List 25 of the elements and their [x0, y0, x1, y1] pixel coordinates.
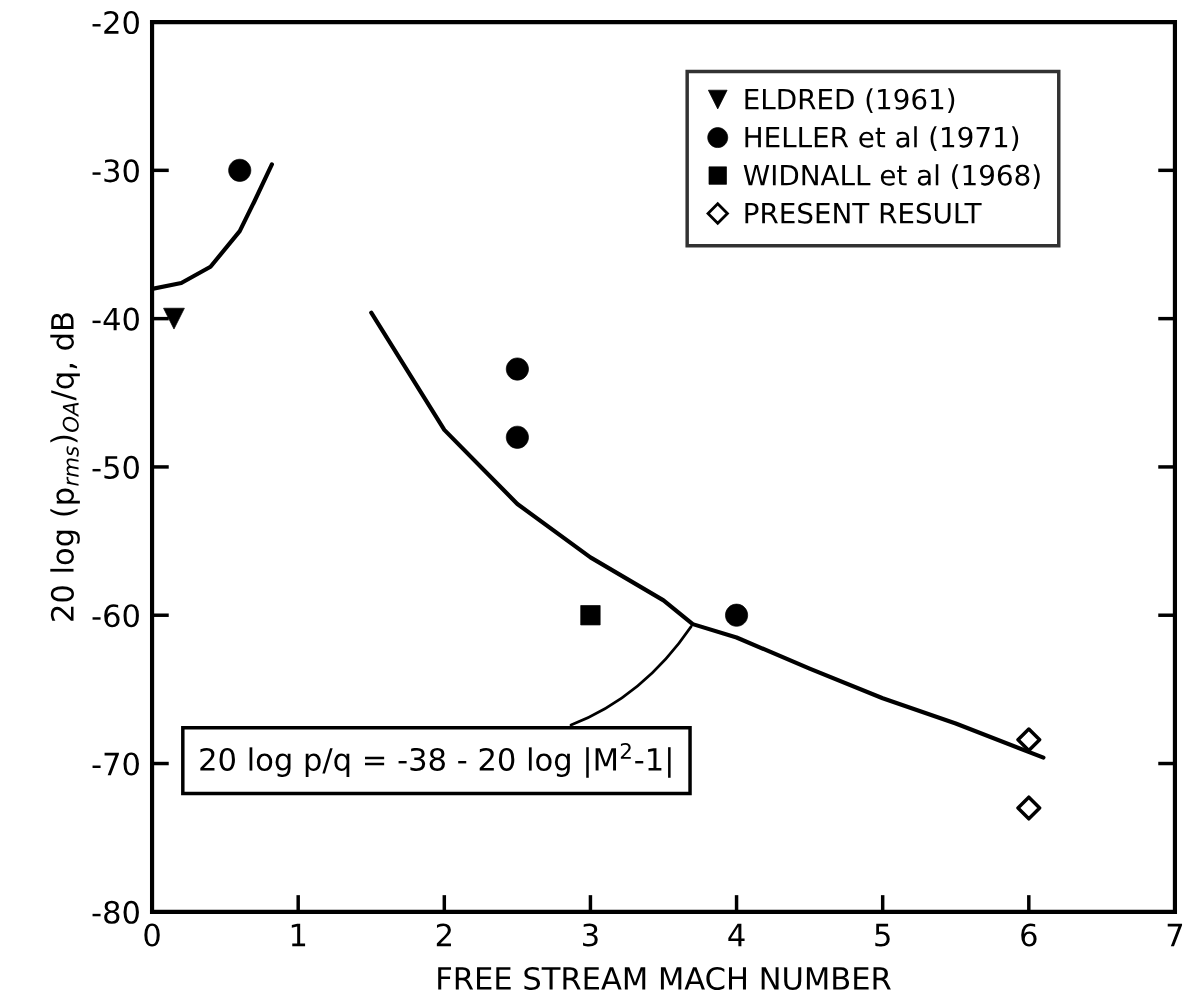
- x-tick-label: 0: [144, 923, 160, 947]
- x-axis-title: FREE STREAM MACH NUMBER: [438, 966, 891, 991]
- x-tick-label: 3: [583, 923, 598, 947]
- y-tick-label: -60: [92, 604, 139, 628]
- legend-label: HELLER et al (1971): [745, 126, 1019, 151]
- y-tick-label: -80: [92, 900, 139, 924]
- x-tick-label: 6: [1021, 923, 1037, 947]
- annotation: 20 log p/q = -38 - 20 log |M$^{2}$-1|: [200, 742, 671, 778]
- y-tick-label: -40: [92, 307, 139, 331]
- legend-label: WIDNALL et al (1968): [743, 164, 1040, 189]
- y-tick-label: -70: [92, 752, 139, 776]
- x-tick-label: 7: [1167, 923, 1183, 947]
- point: [1016, 727, 1042, 753]
- point: [1016, 795, 1042, 821]
- x-tick-label: 2: [436, 923, 451, 947]
- y-tick-label: -50: [92, 455, 139, 479]
- y-tick-label: -30: [92, 159, 139, 183]
- legend-label: PRESENT RESULT: [745, 202, 982, 224]
- legend-label: ELDRED (1961): [745, 88, 955, 113]
- x-tick-label: 1: [291, 923, 306, 947]
- x-tick-label: 5: [875, 923, 890, 947]
- y-tick-label: -20: [92, 10, 139, 35]
- x-tick-label: 4: [728, 923, 745, 947]
- y-axis-title: 20 log (p$_{rms}$)$_{OA}$/q, dB: [50, 313, 80, 621]
- point: [725, 603, 749, 627]
